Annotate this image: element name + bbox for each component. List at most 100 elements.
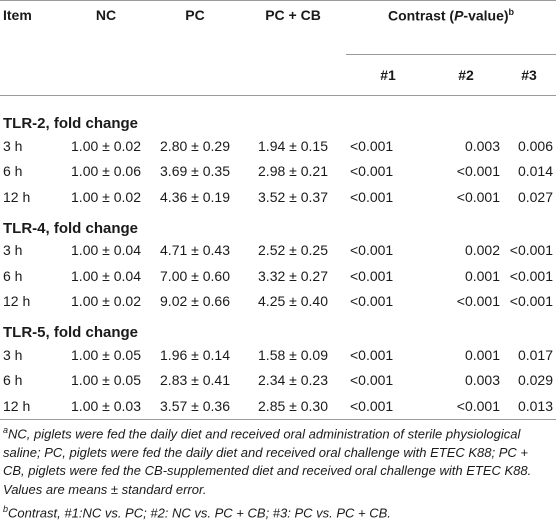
header-nc: NC [95, 7, 117, 23]
cell-pc: 1.96 ± 0.14 [160, 346, 230, 363]
cell-nc: 1.00 ± 0.02 [71, 137, 141, 154]
cell-contrast-2: 0.003 [464, 137, 500, 154]
cell-pc-cb: 2.52 ± 0.25 [258, 242, 328, 259]
cell-contrast-1: <0.001 [350, 242, 394, 259]
table-row: 6 h 1.00 ± 0.06 3.69 ± 0.35 2.98 ± 0.21 … [0, 159, 556, 185]
header-pc: PC [185, 7, 205, 23]
header-contrast-p: P [454, 7, 464, 24]
footnote-b-text: Contrast, #1:NC vs. PC; #2: NC vs. PC + … [8, 505, 391, 521]
table-row: 6 h 1.00 ± 0.04 7.00 ± 0.60 3.32 ± 0.27 … [0, 263, 556, 289]
cell-pc-cb: 2.98 ± 0.21 [258, 163, 328, 180]
cell-contrast-1: <0.001 [350, 372, 394, 389]
table-row: 3 h 1.00 ± 0.05 1.96 ± 0.14 1.58 ± 0.09 … [0, 342, 556, 368]
cell-contrast-1: <0.001 [350, 188, 394, 205]
table-row: 3 h 1.00 ± 0.02 2.80 ± 0.29 1.94 ± 0.15 … [0, 133, 556, 159]
cell-pc: 2.83 ± 0.41 [160, 372, 230, 389]
cell-contrast-1: <0.001 [350, 346, 394, 363]
cell-contrast-2: 0.003 [464, 372, 500, 389]
cell-contrast-1: <0.001 [350, 397, 394, 414]
cell-time: 12 h [3, 293, 31, 310]
cell-contrast-3: <0.001 [509, 242, 553, 259]
cell-contrast-2: <0.001 [456, 163, 500, 180]
section-title: TLR-2, fold change [3, 115, 138, 132]
section-title-row: TLR-4, fold change [0, 210, 556, 238]
cell-contrast-3: 0.017 [517, 346, 553, 363]
cell-nc: 1.00 ± 0.02 [71, 188, 141, 205]
cell-contrast-3: 0.029 [517, 372, 553, 389]
table-footnotes: aNC, piglets were fed the daily diet and… [3, 421, 551, 523]
data-table: Item NC PC PC + CB Contrast (P-value)b #… [0, 0, 556, 419]
cell-contrast-2: <0.001 [456, 397, 500, 414]
cell-contrast-3: <0.001 [509, 293, 553, 310]
cell-time: 3 h [3, 137, 23, 154]
cell-pc: 4.71 ± 0.43 [160, 242, 230, 259]
header-contrast-suffix: -value) [463, 7, 509, 24]
cell-contrast-1: <0.001 [350, 267, 394, 284]
cell-time: 6 h [3, 372, 23, 389]
header-row-2: #1 #2 #3 [0, 55, 556, 96]
table-row: 12 h 1.00 ± 0.02 9.02 ± 0.66 4.25 ± 0.40… [0, 289, 556, 315]
cell-pc: 4.36 ± 0.19 [160, 188, 230, 205]
cell-contrast-2: 0.001 [464, 267, 500, 284]
cell-pc: 3.69 ± 0.35 [160, 163, 230, 180]
cell-pc: 2.80 ± 0.29 [160, 137, 230, 154]
cell-time: 12 h [3, 188, 31, 205]
cell-nc: 1.00 ± 0.05 [71, 346, 141, 363]
cell-pc: 7.00 ± 0.60 [160, 267, 230, 284]
header-contrast-3: #3 [521, 67, 537, 83]
cell-pc-cb: 2.85 ± 0.30 [258, 397, 328, 414]
header-contrast-prefix: Contrast ( [387, 7, 455, 24]
header-contrast-sup: b [508, 7, 515, 17]
cell-nc: 1.00 ± 0.05 [71, 372, 141, 389]
cell-time: 6 h [3, 267, 23, 284]
footnote-a-text: NC, piglets were fed the daily diet and … [3, 426, 532, 497]
cell-pc: 9.02 ± 0.66 [160, 293, 230, 310]
header-row-1: Item NC PC PC + CB Contrast (P-value)b [0, 0, 556, 55]
header-pc-cb: PC + CB [265, 7, 321, 23]
cell-contrast-3: 0.006 [517, 137, 553, 154]
cell-contrast-2: 0.002 [464, 242, 500, 259]
cell-contrast-1: <0.001 [350, 163, 394, 180]
cell-contrast-3: 0.027 [517, 188, 553, 205]
cell-time: 3 h [3, 242, 23, 259]
section-title-row: TLR-2, fold change [0, 105, 556, 133]
cell-pc-cb: 1.94 ± 0.15 [258, 137, 328, 154]
footnote-b-marker: b [3, 503, 9, 514]
table-row: 6 h 1.00 ± 0.05 2.83 ± 0.41 2.34 ± 0.23 … [0, 368, 556, 394]
cell-time: 3 h [3, 346, 23, 363]
cell-pc: 3.57 ± 0.36 [160, 397, 230, 414]
header-contrast: Contrast (P-value)b [346, 0, 556, 55]
cell-pc-cb: 2.34 ± 0.23 [258, 372, 328, 389]
cell-nc: 1.00 ± 0.06 [71, 163, 141, 180]
header-contrast-2: #2 [458, 67, 474, 83]
cell-contrast-2: <0.001 [456, 188, 500, 205]
cell-contrast-3: <0.001 [509, 267, 553, 284]
cell-contrast-3: 0.014 [517, 163, 553, 180]
cell-contrast-2: 0.001 [464, 346, 500, 363]
cell-nc: 1.00 ± 0.04 [71, 267, 141, 284]
cell-time: 12 h [3, 397, 31, 414]
section-title: TLR-4, fold change [3, 219, 138, 237]
cell-nc: 1.00 ± 0.03 [71, 397, 141, 414]
header-contrast-1: #1 [380, 67, 396, 83]
cell-pc-cb: 1.58 ± 0.09 [258, 346, 328, 363]
table-row: 12 h 1.00 ± 0.02 4.36 ± 0.19 3.52 ± 0.37… [0, 184, 556, 210]
cell-contrast-3: 0.013 [517, 397, 553, 414]
cell-nc: 1.00 ± 0.04 [71, 242, 141, 259]
cell-pc-cb: 4.25 ± 0.40 [258, 293, 328, 310]
cell-contrast-1: <0.001 [350, 137, 394, 154]
cell-time: 6 h [3, 163, 23, 180]
cell-pc-cb: 3.32 ± 0.27 [258, 267, 328, 284]
cell-pc-cb: 3.52 ± 0.37 [258, 188, 328, 205]
cell-contrast-2: <0.001 [456, 293, 500, 310]
section-title-row: TLR-5, fold change [0, 314, 556, 342]
header-item: Item [3, 7, 32, 23]
table-row: 3 h 1.00 ± 0.04 4.71 ± 0.43 2.52 ± 0.25 … [0, 238, 556, 264]
section-title: TLR-5, fold change [3, 324, 138, 341]
footnote-a-marker: a [3, 425, 9, 435]
cell-nc: 1.00 ± 0.02 [71, 293, 141, 310]
footnote-a: aNC, piglets were fed the daily diet and… [3, 421, 551, 499]
table-row: 12 h 1.00 ± 0.03 3.57 ± 0.36 2.85 ± 0.30… [0, 393, 556, 419]
cell-contrast-1: <0.001 [350, 293, 394, 310]
